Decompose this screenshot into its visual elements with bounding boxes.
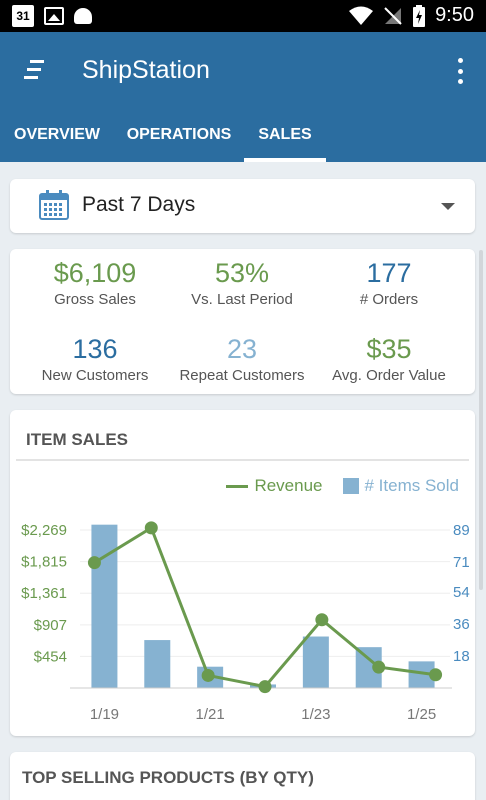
item-sales-chart: $2,269 $1,815 $1,361 $907 $454 89 71 54 36 18 1/19… (21, 521, 470, 723)
divider (16, 459, 469, 461)
stat-gross-sales: $6,109 Gross Sales (20, 257, 170, 308)
stat-value: 136 (72, 334, 118, 364)
stat-value: 53% (214, 258, 270, 288)
stat-value: 177 (366, 258, 412, 288)
left-axis-tick-label: $907 (34, 617, 67, 634)
tab-overview[interactable]: OVERVIEW (14, 126, 100, 143)
tab-bar: OVERVIEW OPERATIONS SALES (0, 124, 486, 162)
stat-new-customers: 136 New Customers (20, 333, 170, 384)
stat-value: $35 (366, 334, 412, 364)
right-axis-tick-label: 71 (453, 554, 470, 571)
period-selector-value: Past 7 Days (82, 193, 196, 216)
stat-repeat-customers: 23 Repeat Customers (167, 333, 317, 384)
sales-stats-card: $6,109 Gross Sales 53% Vs. Last Period 1… (10, 249, 475, 394)
top-products-card: TOP SELLING PRODUCTS (BY QTY) (10, 752, 475, 800)
calendar-notification-icon: 31 (12, 5, 34, 27)
legend-items-swatch (342, 478, 359, 494)
item-sales-card: ITEM SALES Revenue # Items Sold $2,269 $1… (10, 410, 475, 736)
clock: 9:50 (435, 4, 474, 26)
menu-icon[interactable] (24, 60, 44, 82)
left-axis-tick-label: $1,815 (21, 554, 67, 571)
item-sales-header: ITEM SALES (26, 430, 129, 449)
chart-legend: Revenue # Items Sold (226, 476, 459, 496)
revenue-point (372, 660, 386, 674)
revenue-point (315, 613, 329, 627)
x-axis-tick-label: 1/21 (196, 706, 225, 723)
period-selector[interactable]: Past 7 Days (10, 179, 475, 233)
legend-revenue-label: Revenue (254, 476, 323, 495)
legend-items-label: # Items Sold (364, 476, 460, 495)
overflow-menu-icon[interactable] (456, 58, 464, 84)
right-axis-tick-label: 18 (453, 648, 470, 665)
tab-sales[interactable]: SALES (244, 124, 326, 162)
stat-orders: 177 # Orders (314, 257, 464, 308)
x-axis-tick-label: 1/23 (301, 706, 330, 723)
right-axis-tick-label: 89 (453, 522, 470, 539)
stat-label: New Customers (41, 367, 149, 384)
revenue-point (258, 680, 272, 694)
right-axis-tick-label: 36 (453, 616, 470, 633)
stat-label: Gross Sales (54, 291, 136, 308)
app-bar: ShipStation OVERVIEW OPERATIONS SALES (0, 32, 486, 162)
x-axis-tick-label: 1/19 (90, 706, 119, 723)
left-axis-tick-label: $454 (34, 648, 67, 665)
bar (144, 640, 171, 688)
android-notification-icon (74, 8, 92, 24)
stat-label: Repeat Customers (179, 367, 305, 384)
revenue-point (144, 521, 158, 535)
revenue-point (201, 668, 215, 682)
bar (302, 636, 329, 688)
app-title: ShipStation (82, 56, 210, 84)
revenue-point (87, 556, 101, 570)
stat-vs-last-period: 53% Vs. Last Period (167, 257, 317, 308)
tab-operations[interactable]: OPERATIONS (126, 126, 232, 143)
scrollbar[interactable] (479, 250, 483, 590)
status-bar: 31 9:50 (0, 0, 486, 32)
right-axis-tick-label: 54 (453, 584, 470, 601)
bar (91, 524, 118, 688)
stat-value: 23 (226, 334, 258, 364)
legend-revenue-swatch (226, 484, 249, 488)
stat-label: Avg. Order Value (332, 367, 446, 384)
stat-label: Vs. Last Period (191, 291, 293, 308)
chevron-down-icon (441, 203, 455, 210)
wifi-icon (349, 6, 374, 25)
top-products-header: TOP SELLING PRODUCTS (BY QTY) (22, 768, 314, 787)
left-axis-tick-label: $2,269 (21, 522, 67, 539)
x-axis-tick-label: 1/25 (407, 706, 436, 723)
stat-label: # Orders (359, 291, 419, 308)
stat-avg-order-value: $35 Avg. Order Value (314, 333, 464, 384)
battery-charging-icon (413, 4, 426, 27)
image-notification-icon (44, 7, 64, 25)
calendar-icon (39, 190, 69, 220)
revenue-point (429, 668, 443, 682)
stat-value: $6,109 (53, 258, 137, 288)
no-signal-icon (384, 6, 402, 25)
left-axis-tick-label: $1,361 (21, 585, 67, 602)
